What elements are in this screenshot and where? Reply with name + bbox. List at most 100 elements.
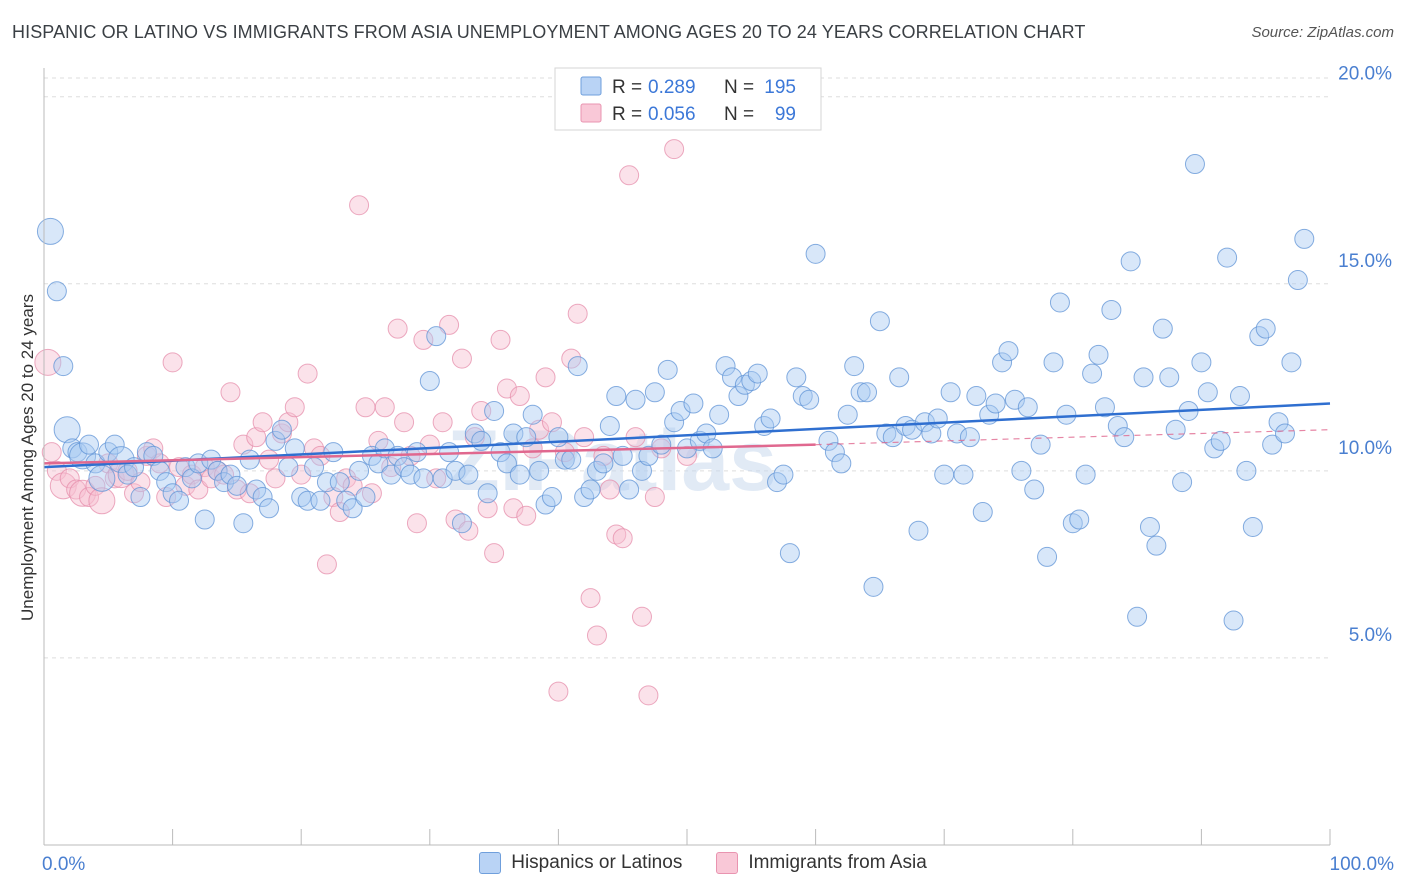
asia-point [355,397,376,418]
hispanic-point [1184,154,1205,175]
hispanic-point [709,404,730,425]
hispanic-point [310,490,331,511]
y-tick-label: 15.0% [1338,251,1392,272]
hispanic-point [1133,367,1154,388]
hispanic-point [509,464,530,485]
stats-pink-r-value: 0.056 [648,104,696,125]
asia-point [606,524,627,545]
y-tick-label: 5.0% [1349,625,1392,646]
hispanic-point [53,416,81,444]
hispanic-point [233,513,254,534]
x-tick-label-max: 100.0% [1330,854,1395,875]
hispanic-point [458,464,479,485]
asia-point [631,606,652,627]
asia-point [529,419,550,440]
asia-point [677,445,697,466]
stats-legend-blue-swatch [580,76,602,96]
asia-point [394,412,415,433]
hispanic-point [940,382,961,403]
hispanic-point [1223,610,1244,631]
hispanic-point [869,311,890,332]
asia-point [156,487,177,508]
hispanic-point [760,408,781,429]
hispanic-point [1217,247,1238,268]
asia-point [612,528,633,549]
asia-point [580,588,601,609]
hispanic-point [1062,513,1083,534]
hispanic-point [1294,228,1315,249]
hispanic-point [207,460,228,481]
asia-point [509,386,530,407]
asia-point [586,625,607,646]
hispanic-point [959,427,980,448]
trend-line-asia [43,443,816,465]
hispanic-point [561,449,582,470]
hispanic-point [837,404,858,425]
hispanic-point [972,502,993,523]
hispanic-point [88,464,116,492]
asia-point [162,352,183,373]
hispanic-point [683,393,704,414]
hispanic-point [400,464,421,485]
hispanic-point [548,427,569,448]
hispanic-point [1139,516,1160,537]
asia-point [503,498,524,519]
asia-point [233,434,254,455]
hispanic-point [419,371,440,392]
asia-point [496,378,517,399]
hispanic-point [355,487,376,508]
hispanic-point [329,472,350,493]
hispanic-point [1159,367,1180,388]
hispanic-point [1287,270,1308,291]
hispanic-point [1049,292,1070,313]
hispanic-point [966,386,987,407]
stats-blue-n-value: 195 [764,77,796,98]
asia-point [297,363,318,384]
asia-point [259,449,280,470]
hispanic-point [374,438,395,459]
asia-point [638,685,659,706]
hispanic-point [1017,397,1038,418]
asia-point [664,139,685,160]
hispanic-point [625,389,646,410]
asia-point [239,483,260,504]
hispanic-point [728,386,749,407]
stats-pink-r-label: R = [612,104,642,125]
hispanic-point [259,498,280,519]
asia-point [387,318,408,339]
hispanic-point [992,352,1013,373]
hispanic-point [998,341,1019,362]
hispanic-point [715,356,736,377]
hispanic-point [638,445,659,466]
hispanic-point [985,393,1006,414]
trend-lines [43,402,1331,469]
asia-point [349,195,370,216]
stats-blue-n-label: N = [724,77,754,98]
hispanic-point [107,446,135,474]
hispanic-point [1229,386,1250,407]
hispanic-point [927,408,948,429]
hispanic-point [593,453,614,474]
hispanic-point [471,430,492,451]
hispanic-point [220,464,241,485]
legend-label-hispanics: Hispanics or Latinos [511,852,683,873]
hispanic-point [1037,546,1058,567]
asia-point [567,303,588,324]
hispanic-point [1114,427,1135,448]
stats-legend: R = 0.289 N = 195 R = 0.056 N = 99 [554,67,822,131]
hispanic-point [1255,318,1276,339]
hispanic-point [1210,430,1231,451]
hispanic-point [818,430,839,451]
asia-point [220,382,241,403]
hispanic-point [529,460,550,481]
asia-point [361,483,382,504]
hispanic-point [169,490,190,511]
hispanic-point [934,464,955,485]
axes: 5.0% 10.0% 15.0% 20.0% 0.0% 100.0% [42,64,1394,875]
hispanic-point [46,281,67,302]
hispanic-point [773,464,794,485]
hispanic-point [664,412,685,433]
asia-point [169,457,190,478]
asia-point [188,479,209,500]
asia-point [284,397,305,418]
